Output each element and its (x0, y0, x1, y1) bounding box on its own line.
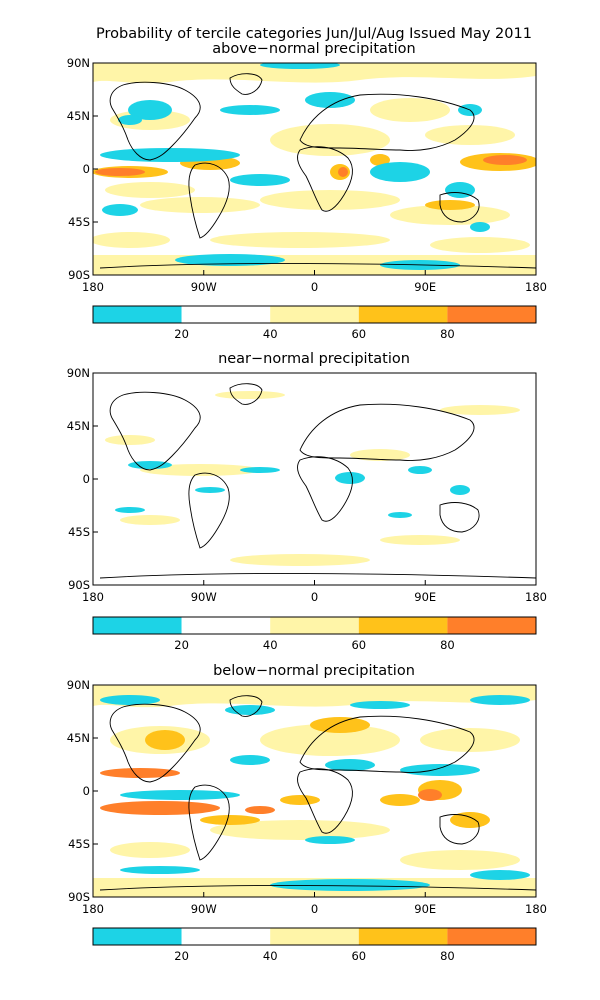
lon-tick-label: 90W (191, 590, 217, 604)
colorbar-frame (92, 616, 537, 635)
lat-tick-label: 45S (68, 525, 90, 539)
colorbar-frame (92, 305, 537, 324)
lat-tick-label: 90S (68, 268, 90, 282)
colorbar-segment (447, 306, 536, 323)
lon-tick-label: 90E (414, 280, 436, 294)
colorbar-frame (92, 927, 537, 946)
colorbar-segment (358, 617, 448, 634)
colorbar-tick-label: 20 (174, 949, 189, 963)
lat-tick-label: 0 (83, 784, 90, 798)
colorbar-segment (270, 306, 359, 323)
colorbar-tick-label: 40 (263, 638, 278, 652)
legend-layer: 20 40 60 80 20 40 60 80 20 40 60 80 (92, 305, 537, 963)
lat-tick-label: 90N (67, 366, 90, 380)
lon-tick-label: 90E (414, 590, 436, 604)
colorbar-tick-label: 80 (440, 949, 455, 963)
colorbar-segment (270, 928, 359, 945)
lon-tick-label: 180 (525, 902, 547, 916)
lat-tick-label: 45S (68, 215, 90, 229)
colorbar-tick-label: 60 (351, 327, 366, 341)
lat-tick-label: 45N (67, 731, 90, 745)
colorbar-segment (93, 617, 182, 634)
colorbar-tick-label: 20 (174, 638, 189, 652)
colorbar-segment (181, 306, 271, 323)
lon-tick-label: 180 (82, 280, 104, 294)
colorbar-segment (358, 928, 448, 945)
colorbar-tick-label: 40 (263, 949, 278, 963)
lon-tick-label: 0 (311, 902, 318, 916)
colorbar-tick-label: 80 (440, 638, 455, 652)
figure-title: Probability of tercile categories Jun/Ju… (96, 26, 532, 42)
colorbar-segment (358, 306, 448, 323)
panel-near-normal: near−normal precipitation (92, 351, 537, 586)
map-field-below (93, 685, 536, 897)
lon-tick-label: 90W (191, 902, 217, 916)
colorbar-segment (181, 617, 271, 634)
coastlines-below (99, 695, 536, 891)
lat-tick-label: 90N (67, 56, 90, 70)
coastlines-above (99, 73, 536, 269)
lat-tick-label: 45N (67, 419, 90, 433)
colorbar-segment (447, 928, 536, 945)
map-field-near (93, 373, 536, 585)
panel-title-below: below−normal precipitation (213, 663, 415, 679)
lat-tick-label: 90N (67, 678, 90, 692)
lon-tick-label: 180 (525, 280, 547, 294)
panel-below-normal: below−normal precipitation (92, 663, 537, 898)
lon-tick-label: 0 (311, 590, 318, 604)
lon-tick-label: 90W (191, 280, 217, 294)
colorbar-segment (93, 306, 182, 323)
map-field-above (93, 63, 536, 275)
panel-title-above: above−normal precipitation (212, 41, 415, 57)
colorbar-segment (93, 928, 182, 945)
lon-tick-label: 180 (82, 590, 104, 604)
lat-tick-label: 90S (68, 890, 90, 904)
lat-tick-label: 45N (67, 109, 90, 123)
panel-above-normal: above−normal precipitation (92, 41, 537, 276)
colorbar-segment (270, 617, 359, 634)
lat-tick-label: 90S (68, 578, 90, 592)
colorbar-tick-label: 60 (351, 638, 366, 652)
coastlines-near (99, 383, 536, 579)
colorbar-tick-label: 20 (174, 327, 189, 341)
colorbar-tick-label: 60 (351, 949, 366, 963)
colorbar-tick-label: 80 (440, 327, 455, 341)
lon-tick-label: 180 (82, 902, 104, 916)
colorbar-segment (181, 928, 271, 945)
lon-tick-label: 90E (414, 902, 436, 916)
lon-tick-label: 0 (311, 280, 318, 294)
panel-title-near: near−normal precipitation (218, 351, 410, 367)
colorbar-tick-label: 40 (263, 327, 278, 341)
lat-tick-label: 45S (68, 837, 90, 851)
colorbar-segment (447, 617, 536, 634)
lat-tick-label: 0 (83, 162, 90, 176)
lon-tick-label: 180 (525, 590, 547, 604)
lat-tick-label: 0 (83, 472, 90, 486)
